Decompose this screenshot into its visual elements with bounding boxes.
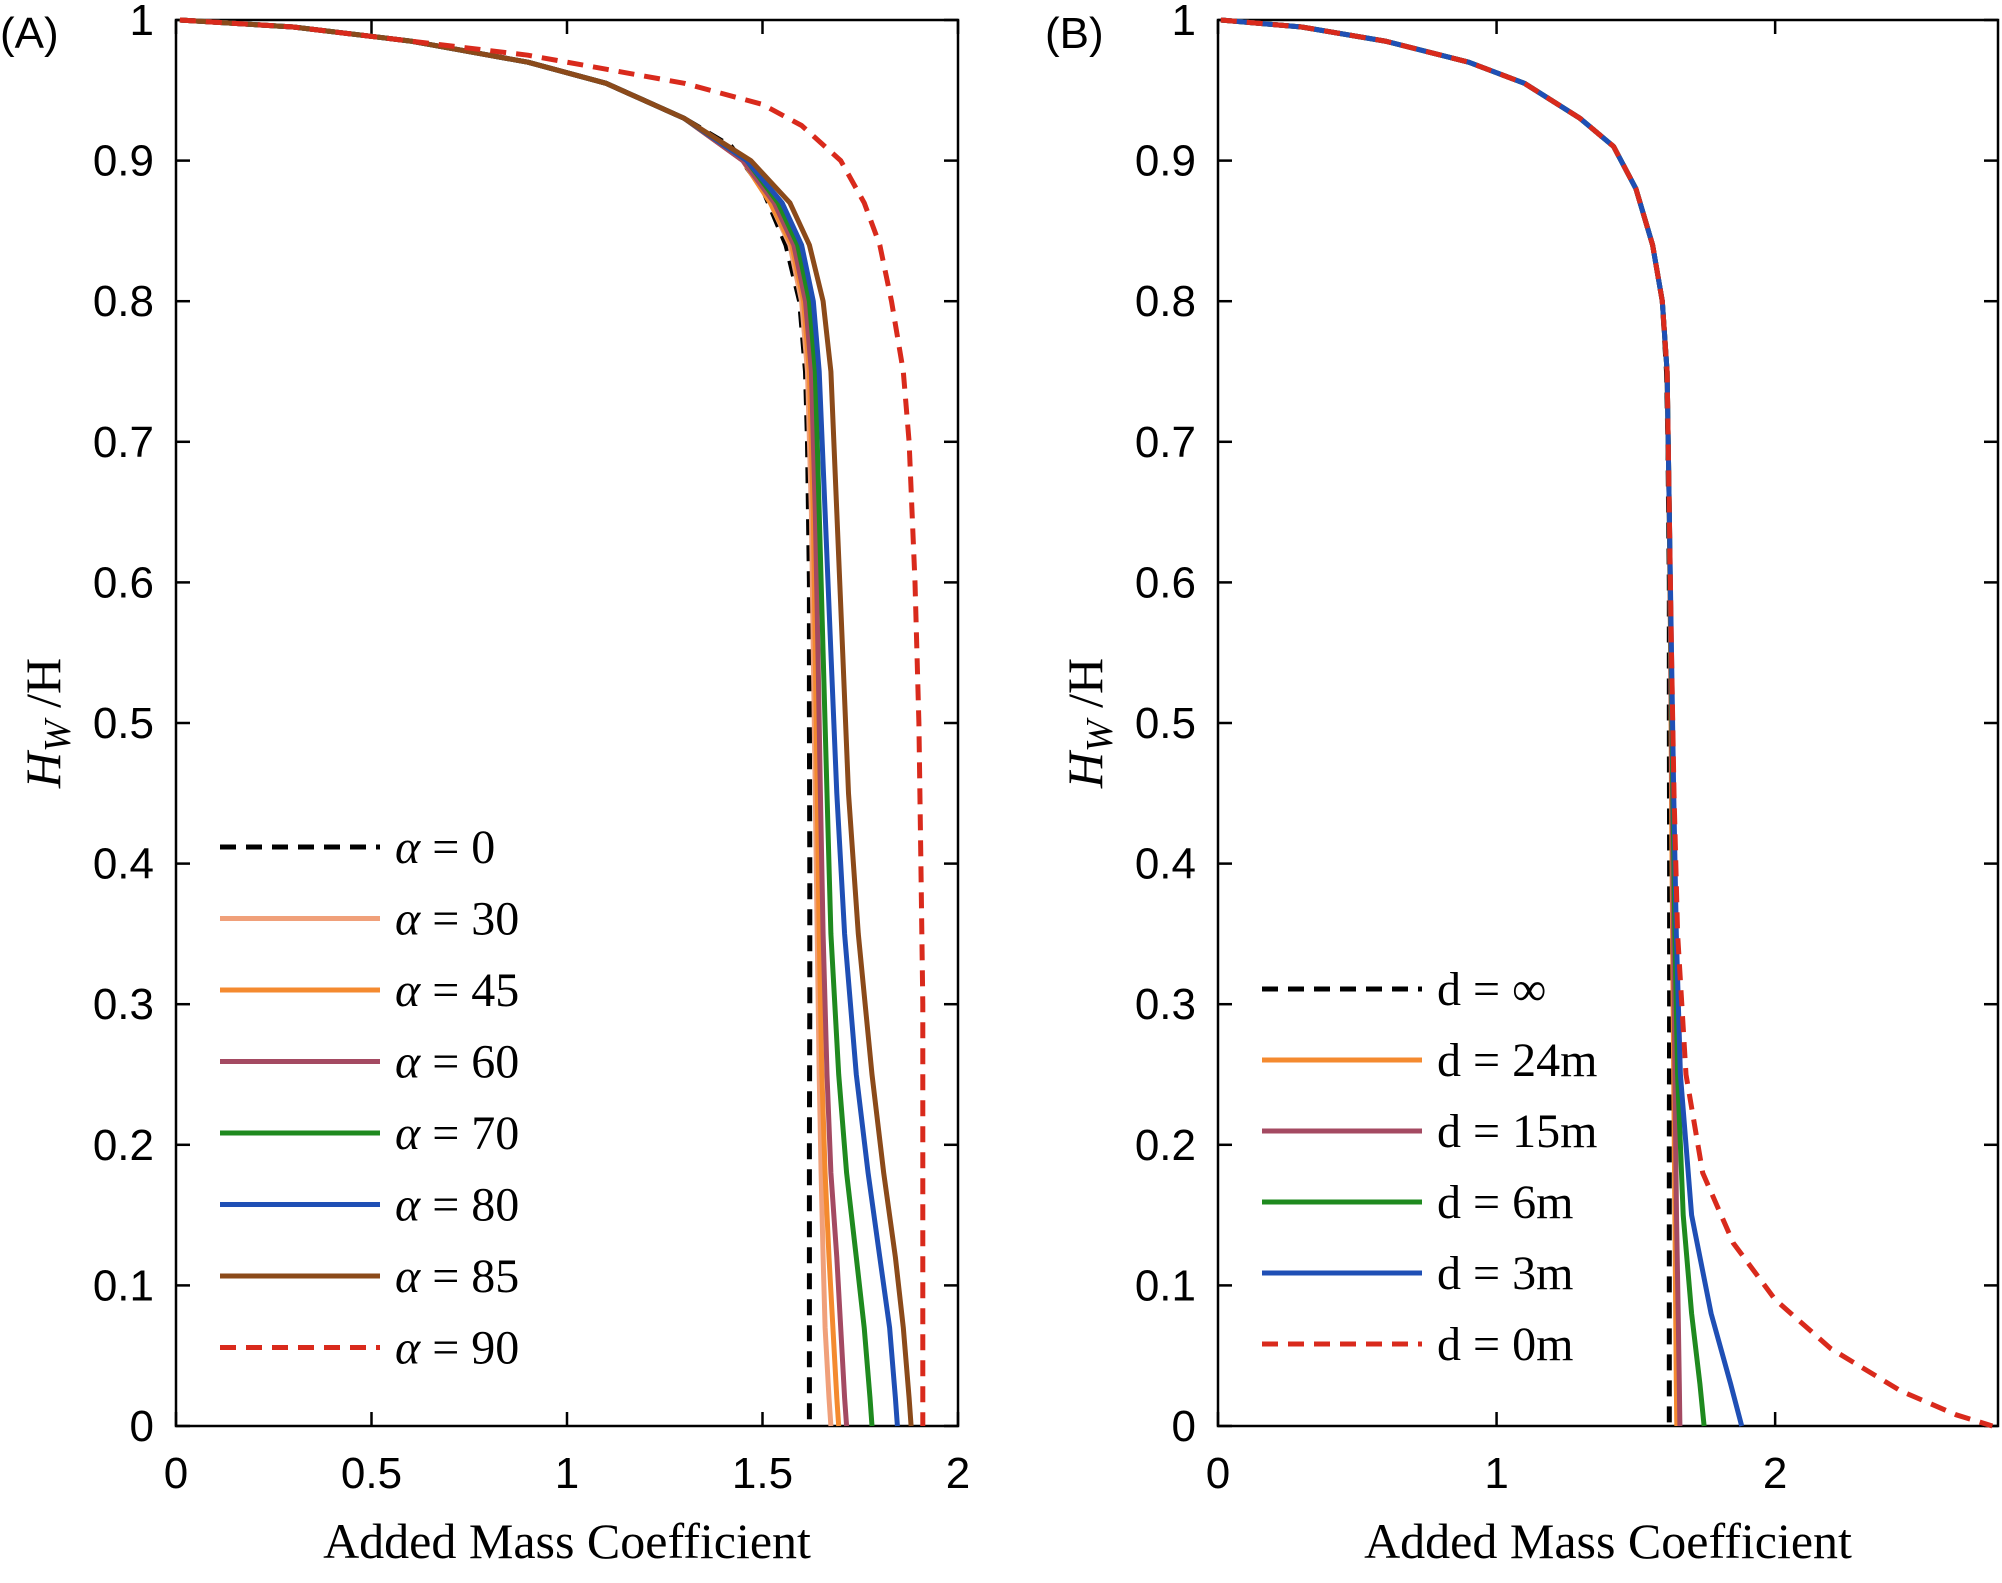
series-line-5 [179, 17, 875, 1427]
y-tick-label: 0.5 [1135, 699, 1196, 748]
y-tick-label: 1 [130, 0, 154, 45]
legend-value: = 80 [420, 1179, 519, 1232]
y-tick-label: 0.1 [93, 1261, 154, 1310]
legend-entry-label: α = 45 [395, 964, 519, 1017]
legend-symbol: α [395, 1107, 421, 1160]
y-tick-label: 0.9 [93, 137, 154, 186]
x-tick-label: 0 [1206, 1449, 1230, 1498]
panel-label: (B) [1045, 9, 1104, 58]
legend-entry-label: α = 80 [395, 1179, 519, 1232]
legend-entry-label: α = 85 [395, 1250, 519, 1303]
plot-area-frame [174, 18, 960, 1428]
legend: d = ∞ d = 24m d = 15m d = 6m d = 3m d = 0m [1262, 963, 1597, 1371]
y-tick-label: 0.6 [1135, 558, 1196, 607]
y-tick-label: 0.1 [1135, 1261, 1196, 1310]
chart-panel-2: 00.10.20.30.40.50.60.70.80.910 1 2d = ∞d =… [1045, 0, 2000, 1569]
legend-entry-label: d = ∞ [1437, 963, 1546, 1016]
y-tick-label: 0.7 [1135, 418, 1196, 467]
legend-entry-label: d = 24m [1437, 1034, 1597, 1087]
y-tick-label: 0.4 [1135, 840, 1196, 889]
series-line-7 [179, 17, 914, 1427]
x-tick-label: 1 [555, 1449, 579, 1498]
y-tick-label: 0.4 [93, 840, 154, 889]
legend-value: = 60 [420, 1036, 519, 1089]
y-tick-label: 0.8 [1135, 277, 1196, 326]
plot-area-frame [1216, 18, 2000, 1428]
y-tick-label: 0.9 [1135, 137, 1196, 186]
legend-symbol: α [395, 1036, 421, 1089]
x-tick-label: 0.5 [341, 1449, 402, 1498]
x-tick-label: 0 [164, 1449, 188, 1498]
x-axis-title: Added Mass Coefficient [1364, 1513, 1852, 1569]
legend-symbol: α [395, 1179, 421, 1232]
legend-entry-label: α = 60 [395, 1036, 519, 1089]
legend: α = 0α = 30α = 45α = 60α = 70α = 80α = 8… [220, 821, 519, 1375]
legend-entry-label: d = 6m [1437, 1176, 1573, 1229]
panel-label: (A) [0, 9, 59, 58]
y-tick-label: 0.7 [93, 418, 154, 467]
y-tick-label: 0 [130, 1402, 154, 1451]
y-tick-label: 0.5 [93, 699, 154, 748]
chart-panel-1: 0 0.1 0.2 0.3 0.4 0.5 0.6 0.7 0.8 0.9 1 0 0.5 1 1.5 2 α … [0, 0, 970, 1569]
y-tick-label: 0.8 [93, 277, 154, 326]
y-axis-title: HW /H [15, 658, 79, 789]
y-axis-title: HW /H [1057, 658, 1121, 789]
y-tick-label: 1 [1172, 0, 1196, 45]
legend-entry-label: d = 0m [1437, 1318, 1573, 1371]
y-tick-label: 0.2 [93, 1121, 154, 1170]
legend-entry-label: d = 15m [1437, 1105, 1597, 1158]
legend-symbol: α [395, 964, 421, 1017]
legend-entry-label: α = 90 [395, 1322, 519, 1375]
legend-value: = 70 [420, 1107, 519, 1160]
x-tick-label: 2 [946, 1449, 970, 1498]
y-tick-label: 0.3 [93, 980, 154, 1029]
legend-entry-label: α = 30 [395, 893, 519, 946]
y-tick-label: 0.6 [93, 558, 154, 607]
series-line-6 [1220, 17, 1994, 1429]
x-tick-label: 2 [1763, 1449, 1787, 1498]
series-line-8 [179, 17, 926, 1426]
legend-symbol: α [395, 821, 421, 874]
x-tick-label: 1.5 [732, 1449, 793, 1498]
y-tick-label: 0 [1172, 1402, 1196, 1451]
legend-value: = 30 [420, 893, 519, 946]
legend-value: = 90 [420, 1322, 519, 1375]
legend-value: = 0 [420, 821, 495, 874]
y-tick-label: 0.2 [1135, 1121, 1196, 1170]
x-axis-title: Added Mass Coefficient [323, 1513, 811, 1569]
legend-value: = 85 [420, 1250, 519, 1303]
legend-entry-label: α = 0 [395, 821, 495, 874]
legend-symbol: α [395, 893, 421, 946]
legend-symbol: α [395, 1250, 421, 1303]
legend-symbol: α [395, 1322, 421, 1375]
x-tick-label: 1 [1484, 1449, 1508, 1498]
legend-entry-label: α = 70 [395, 1107, 519, 1160]
legend-entry-label: d = 3m [1437, 1247, 1573, 1300]
legend-value: = 45 [420, 964, 519, 1017]
y-tick-label: 0.3 [1135, 980, 1196, 1029]
